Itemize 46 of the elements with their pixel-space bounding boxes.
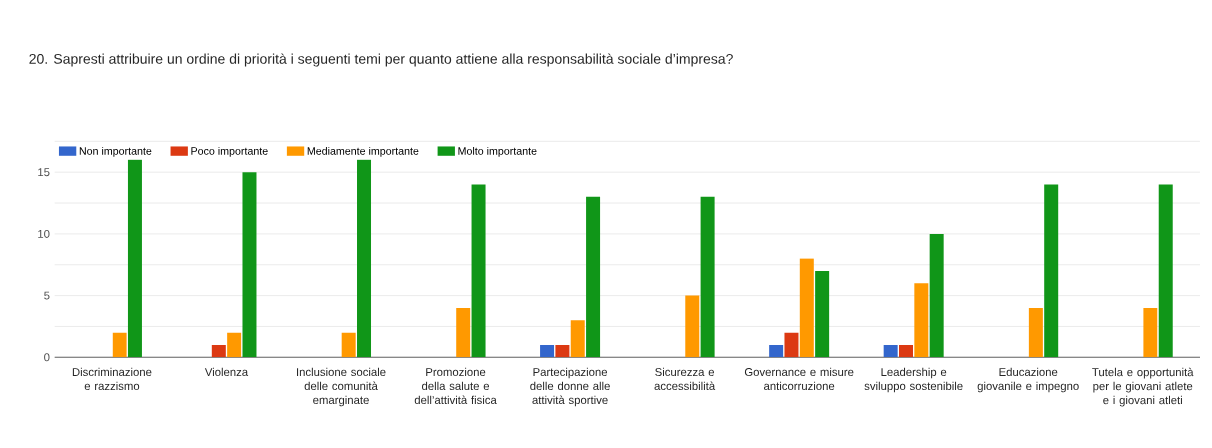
y-tick-label: 15 <box>38 168 50 177</box>
y-tick-label: 5 <box>44 291 50 300</box>
bar <box>700 196 715 358</box>
bar <box>1158 184 1173 358</box>
x-tick-label: Leadership e sviluppo sostenibile <box>864 367 963 393</box>
bar <box>341 332 356 358</box>
bar <box>570 320 585 358</box>
bar <box>112 332 127 358</box>
x-tick-label: Discriminazione e razzismo <box>72 367 152 391</box>
x-tick-label: Tutela e opportunità per le giovani atlete e i giovani atleti <box>1092 367 1194 407</box>
x-tick-label: Sicurezza e accessibilità <box>654 367 716 391</box>
legend-label: Non importante <box>79 146 152 157</box>
x-tick-label: Partecipazione delle donne alle attività sportive <box>530 367 610 407</box>
bar <box>899 344 913 358</box>
x-tick-label: Promozione della salute e dell’attività fisica <box>414 367 497 405</box>
bar <box>883 344 898 358</box>
bar <box>471 184 486 358</box>
x-tick-label: Inclusione sociale delle comunità emarginate <box>297 367 386 407</box>
bar <box>211 344 226 358</box>
legend-label: Poco importante <box>191 146 268 157</box>
bar <box>456 307 471 358</box>
bar <box>555 344 570 358</box>
bar <box>929 233 944 358</box>
bar <box>1044 184 1059 358</box>
bar <box>586 196 601 358</box>
bar <box>1028 307 1043 358</box>
legend-label: Mediamente importante <box>307 146 419 157</box>
x-tick-label: Violenza <box>204 367 249 377</box>
y-tick-label: 10 <box>38 229 50 238</box>
bar <box>540 344 555 358</box>
bar <box>769 344 784 358</box>
bar <box>1143 307 1158 358</box>
bar <box>784 332 799 358</box>
x-tick-label: Educazione giovanile e impegno <box>977 367 1079 393</box>
y-tick-label: 0 <box>44 353 50 362</box>
bar <box>685 295 700 358</box>
legend-label: Molto importante <box>458 146 537 157</box>
chart-title: 20. Sapresti attribuire un ordine di priorità i seguenti temi per quanto attiene alla responsabilità sociale d’impresa? <box>29 53 733 67</box>
x-tick-label: Governance e misure anticorruzione <box>744 367 854 391</box>
bar <box>815 270 830 358</box>
bar <box>242 172 257 358</box>
bar <box>799 258 814 358</box>
bar <box>127 159 142 358</box>
bar <box>227 332 242 358</box>
bar <box>357 159 372 358</box>
bar <box>914 283 929 358</box>
